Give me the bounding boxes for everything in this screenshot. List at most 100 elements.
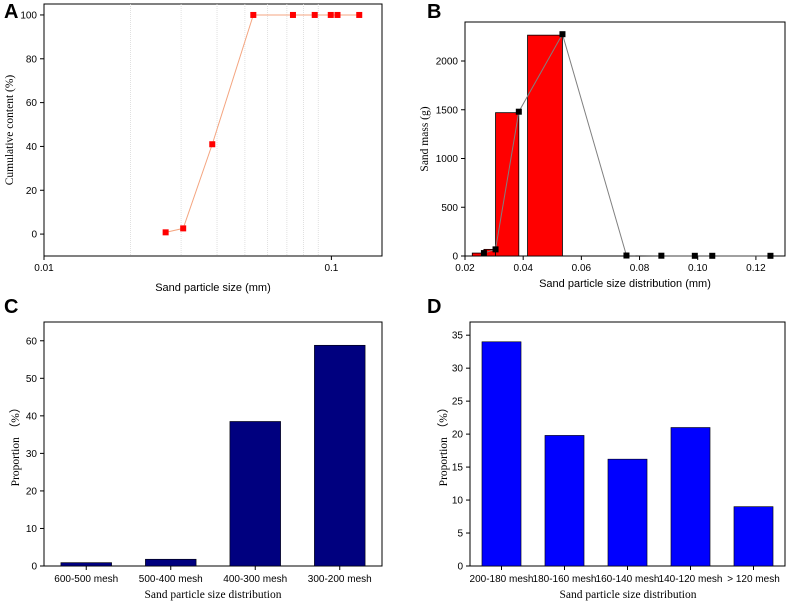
x-tick-label: 0.01	[34, 263, 54, 274]
bar	[544, 435, 585, 567]
panel-b-x-ticks: 0.02 0.04 0.06 0.08 0.10 0.12	[455, 256, 766, 274]
x-tick-label: 300-200 mesh	[308, 574, 372, 585]
data-point	[492, 246, 499, 253]
panel-d-y-label: Proportion （%）	[437, 402, 450, 487]
data-point	[311, 11, 318, 18]
panel-b-letter: B	[427, 1, 441, 23]
data-point	[623, 252, 630, 259]
y-tick-label: 30	[452, 364, 464, 375]
y-tick-label: 20	[26, 486, 38, 497]
data-point	[356, 11, 363, 18]
y-tick-label: 60	[26, 336, 38, 347]
y-tick-label: 35	[452, 331, 464, 342]
x-tick-label: 200-180 mesh	[470, 574, 534, 585]
panel-a-marks	[162, 11, 363, 236]
x-tick-label: 0.1	[324, 263, 338, 274]
x-tick-label: 0.12	[746, 263, 766, 274]
data-point	[515, 108, 522, 115]
y-tick-label: 40	[26, 142, 38, 153]
panel-d-marks	[481, 341, 774, 567]
bar	[229, 421, 281, 567]
y-tick-label: 80	[26, 54, 38, 65]
panel-c-x-label: Sand particle size distribution	[144, 589, 281, 601]
panel-a-frame	[43, 3, 383, 257]
panel-a: A 0.01 0.1 0 20 40 60 80 100 Sand particle siz…	[4, 1, 383, 294]
panel-d: D 200-180 mesh 180-160 mesh 160-140 mesh 14…	[427, 296, 786, 601]
panel-a-x-ticks: 0.01 0.1	[34, 256, 339, 274]
bar	[607, 458, 648, 567]
y-tick-label: 1500	[436, 105, 459, 116]
x-tick-label: 0.02	[455, 263, 475, 274]
bar	[733, 506, 774, 567]
panel-b-y-label: Sand mass (g)	[419, 106, 431, 171]
data-point	[327, 11, 334, 18]
panel-d-letter: D	[427, 296, 441, 318]
x-tick-label: 400-300 mesh	[223, 574, 287, 585]
data-point	[162, 229, 169, 236]
data-point	[334, 11, 341, 18]
panel-a-grid	[130, 4, 319, 256]
y-tick-label: 10	[26, 524, 38, 535]
panel-a-x-label: Sand particle size (mm)	[155, 282, 271, 294]
bar	[481, 341, 522, 567]
data-point	[480, 250, 487, 257]
x-tick-label: 500-400 mesh	[139, 574, 203, 585]
x-tick-label: 180-160 mesh	[533, 574, 597, 585]
y-tick-label: 0	[31, 562, 37, 573]
panel-a-letter: A	[4, 1, 18, 23]
y-tick-label: 30	[26, 449, 38, 460]
panel-b-y-ticks: 0 500 1000 1500 2000	[436, 57, 465, 263]
y-tick-label: 1000	[436, 154, 459, 165]
panel-d-y-ticks: 0 5 10 15 20 25 30 35	[452, 331, 470, 573]
y-tick-label: 15	[452, 463, 464, 474]
y-tick-label: 25	[452, 397, 464, 408]
panel-c-y-ticks: 0 10 20 30 40 50 60	[26, 336, 44, 573]
y-tick-label: 20	[452, 430, 464, 441]
panel-b-marks	[471, 31, 774, 259]
data-point	[559, 31, 566, 38]
panel-c-x-ticks: 600-500 mesh 500-400 mesh 400-300 mesh 300-…	[54, 566, 372, 585]
x-tick-label: > 120 mesh	[727, 574, 780, 585]
panel-d-x-ticks: 200-180 mesh 180-160 mesh 160-140 mesh 140-…	[470, 566, 780, 585]
x-tick-label: 0.06	[572, 263, 592, 274]
data-point	[691, 252, 698, 259]
panel-c-frame	[43, 321, 383, 567]
data-point	[180, 225, 187, 232]
data-point	[250, 11, 257, 18]
x-tick-label: 0.04	[513, 263, 533, 274]
y-tick-label: 0	[31, 230, 37, 241]
y-tick-label: 20	[26, 186, 38, 197]
y-tick-label: 5	[457, 529, 463, 540]
panel-b: B 0.02 0.04 0.06 0.08 0.10 0.12 0 500 1000 1500 2…	[419, 1, 786, 290]
x-tick-label: 0.10	[688, 263, 708, 274]
y-tick-label: 500	[441, 203, 458, 214]
x-tick-label: 140-120 mesh	[659, 574, 723, 585]
y-tick-label: 10	[452, 496, 464, 507]
series-line	[483, 32, 771, 257]
x-tick-label: 160-140 mesh	[596, 574, 660, 585]
y-tick-label: 60	[26, 98, 38, 109]
panel-c: C 600-500 mesh 500-400 mesh 400-300 mesh 30…	[4, 296, 383, 601]
bar	[527, 34, 563, 257]
y-tick-label: 40	[26, 411, 38, 422]
data-point	[709, 252, 716, 259]
y-tick-label: 2000	[436, 57, 459, 68]
y-tick-label: 100	[20, 10, 37, 21]
y-tick-label: 0	[457, 562, 463, 573]
data-point	[767, 252, 774, 259]
panel-c-y-label: Proportion （%）	[9, 402, 22, 487]
panel-a-y-ticks: 0 20 40 60 80 100	[20, 10, 44, 241]
series-line	[165, 14, 360, 233]
panel-a-y-label: Cumulative content (%)	[4, 75, 16, 186]
bar	[145, 558, 197, 567]
data-point	[658, 252, 665, 259]
y-tick-label: 50	[26, 374, 38, 385]
bar	[670, 427, 711, 567]
x-tick-label: 600-500 mesh	[54, 574, 118, 585]
y-tick-label: 0	[452, 252, 458, 263]
panel-c-letter: C	[4, 296, 18, 318]
data-point	[289, 11, 296, 18]
panel-b-x-label: Sand particle size distribution (mm)	[539, 278, 711, 290]
bar	[60, 562, 112, 567]
